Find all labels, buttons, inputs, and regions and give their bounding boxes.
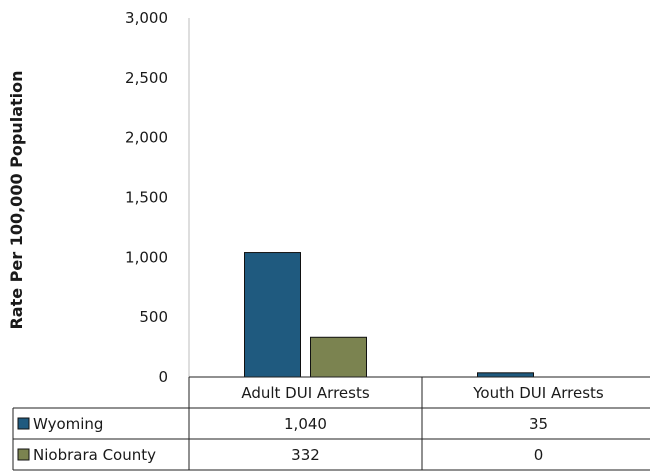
bar <box>244 252 301 378</box>
y-tick-label: 3,000 <box>125 9 168 27</box>
data-label: 35 <box>529 415 548 433</box>
y-tick-label: 500 <box>139 308 168 326</box>
data-label: 332 <box>291 446 320 464</box>
y-tick-label: 2,000 <box>125 129 168 147</box>
y-tick-label: 1,000 <box>125 248 168 266</box>
bars <box>244 252 534 378</box>
x-category-label: Adult DUI Arrests <box>241 384 369 402</box>
y-tick-label: 2,500 <box>125 69 168 87</box>
legend-swatch <box>17 417 30 430</box>
y-axis-label: Rate Per 100,000 Population <box>7 70 26 329</box>
y-tick-label: 1,500 <box>125 189 168 207</box>
y-tick-labels: 0 500 1,000 1,500 2,000 2,500 3,000 <box>125 9 168 386</box>
bar <box>310 336 367 378</box>
y-tick-label: 0 <box>158 368 168 386</box>
legend-swatch <box>17 448 30 461</box>
x-category-label: Youth DUI Arrests <box>472 384 604 402</box>
data-table: Adult DUI Arrests Youth DUI Arrests Wyomin… <box>12 376 650 471</box>
legend-label: Wyoming <box>33 415 103 433</box>
data-label: 0 <box>534 446 544 464</box>
bar <box>477 372 534 378</box>
legend-label: Niobrara County <box>33 446 156 464</box>
data-label: 1,040 <box>284 415 327 433</box>
